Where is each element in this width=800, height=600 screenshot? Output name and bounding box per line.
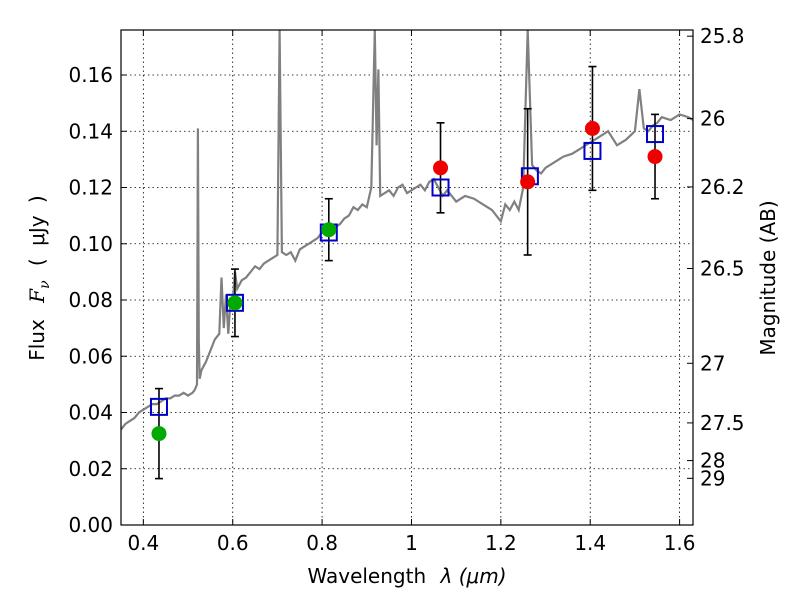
y-tick-label: 0.06	[68, 344, 113, 368]
y-tick-label: 0.00	[68, 513, 113, 537]
observed-point	[151, 426, 167, 442]
y-tick-label: 0.08	[68, 288, 113, 312]
y-tick-label: 0.10	[68, 232, 113, 256]
x-tick-label: 1.4	[574, 531, 606, 555]
y2-tick-label: 26	[700, 107, 725, 131]
x-tick-label: 1.2	[485, 531, 517, 555]
observed-point	[584, 120, 600, 136]
y-tick-label: 0.02	[68, 457, 113, 481]
x-tick-label: 1.6	[664, 531, 696, 555]
observed-point	[321, 222, 337, 238]
y-tick-label: 0.04	[68, 401, 113, 425]
axes-frame	[120, 29, 694, 526]
y-tick-label: 0.12	[68, 176, 113, 200]
model-photometry-square	[225, 293, 244, 312]
observed-point	[520, 174, 536, 190]
y-tick-label: 0.16	[68, 63, 113, 87]
y2-tick-label: 27	[700, 351, 725, 375]
y-tick-label: 0.14	[68, 119, 113, 143]
axis-ticks: 0.4 0.6 0.8 1 1.2 1.4 1.6 0.00 0.02 0.04 0.06 0.08 0…	[68, 24, 744, 555]
y2-tick-label: 26.2	[700, 175, 745, 199]
y2-tick-label: 25.8	[700, 24, 745, 48]
grid-lines	[121, 30, 693, 526]
x-tick-label: 0.4	[127, 531, 159, 555]
observed-point	[647, 149, 663, 165]
model-photometry-square	[646, 125, 665, 144]
y2-tick-label: 29	[700, 466, 725, 490]
x-axis-label: Wavelength λ (μm)	[307, 564, 506, 588]
y2-tick-label: 28	[700, 449, 725, 473]
y2-axis-label: Magnitude (AB)	[756, 200, 780, 355]
plot-area	[121, 30, 693, 480]
model-photometry-square	[583, 141, 602, 160]
x-tick-label: 1	[405, 531, 418, 555]
model-photometry-square	[431, 178, 450, 197]
y-axis-label: Flux Fν ( μJy )	[25, 195, 54, 361]
x-tick-label: 0.6	[217, 531, 249, 555]
y2-tick-label: 27.5	[700, 411, 745, 435]
observed-point	[433, 160, 449, 176]
model-photometry-square	[149, 397, 168, 416]
observed-point	[227, 295, 243, 311]
y2-tick-label: 26.5	[700, 257, 745, 281]
x-tick-label: 0.8	[306, 531, 338, 555]
spectrum-line	[121, 30, 693, 431]
